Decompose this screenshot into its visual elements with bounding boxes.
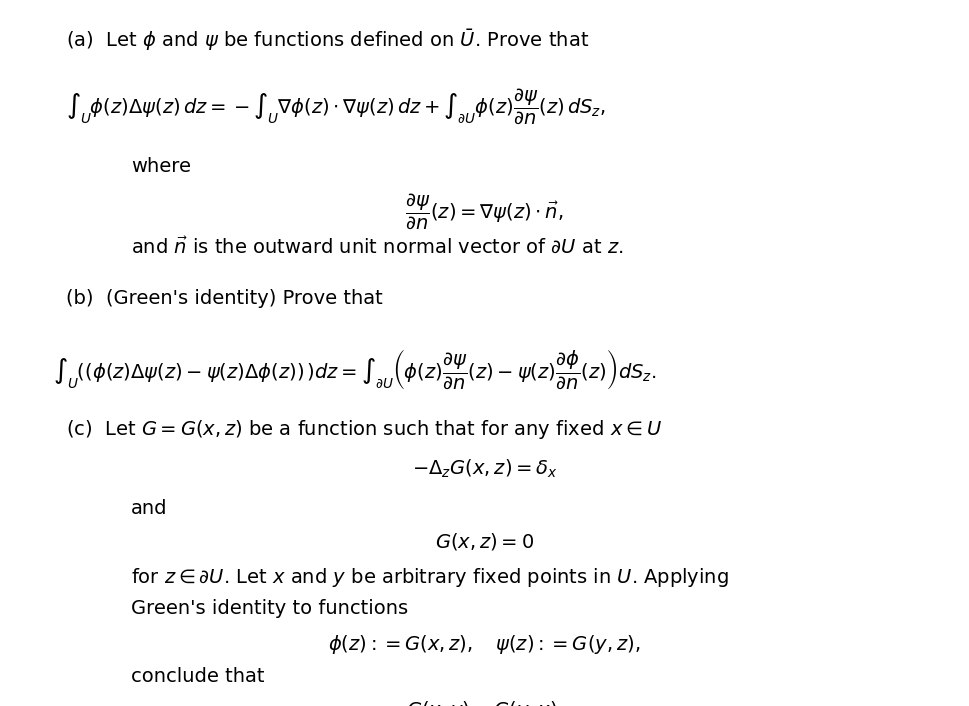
Text: Green's identity to functions: Green's identity to functions	[131, 599, 408, 618]
Text: (a)  Let $\phi$ and $\psi$ be functions defined on $\bar{U}$. Prove that: (a) Let $\phi$ and $\psi$ be functions d…	[66, 27, 589, 53]
Text: $G(x, z) = 0$: $G(x, z) = 0$	[435, 531, 534, 552]
Text: $\int_{U} ((\phi(z)\Delta\psi(z) - \psi(z)\Delta\phi(z))\,) dz = \int_{\partial : $\int_{U} ((\phi(z)\Delta\psi(z) - \psi(…	[53, 347, 657, 391]
Text: (c)  Let $G = G(x, z)$ be a function such that for any fixed $x \in U$: (c) Let $G = G(x, z)$ be a function such…	[66, 418, 662, 441]
Text: and $\vec{n}$ is the outward unit normal vector of $\partial U$ at $z$.: and $\vec{n}$ is the outward unit normal…	[131, 236, 623, 256]
Text: (b)  (Green's identity) Prove that: (b) (Green's identity) Prove that	[66, 289, 383, 309]
Text: $\int_{U} \phi(z)\Delta\psi(z)\, dz = -\int_{U} \nabla\phi(z)\cdot\nabla\psi(z)\: $\int_{U} \phi(z)\Delta\psi(z)\, dz = -\…	[66, 86, 606, 126]
Text: $G(x, y) = G(y, x).$: $G(x, y) = G(y, x).$	[406, 699, 563, 706]
Text: conclude that: conclude that	[131, 667, 265, 686]
Text: $-\Delta_z G(x, z) = \delta_x$: $-\Delta_z G(x, z) = \delta_x$	[412, 457, 557, 480]
Text: $\phi(z) := G(x, z), \quad \psi(z) := G(y, z),$: $\phi(z) := G(x, z), \quad \psi(z) := G(…	[328, 633, 641, 656]
Text: where: where	[131, 157, 191, 176]
Text: $\dfrac{\partial\psi}{\partial n}(z) = \nabla\psi(z)\cdot\vec{n},$: $\dfrac{\partial\psi}{\partial n}(z) = \…	[405, 192, 564, 232]
Text: and: and	[131, 499, 168, 518]
Text: for $z \in \partial U$. Let $x$ and $y$ be arbitrary fixed points in $U$. Applyi: for $z \in \partial U$. Let $x$ and $y$ …	[131, 566, 729, 590]
